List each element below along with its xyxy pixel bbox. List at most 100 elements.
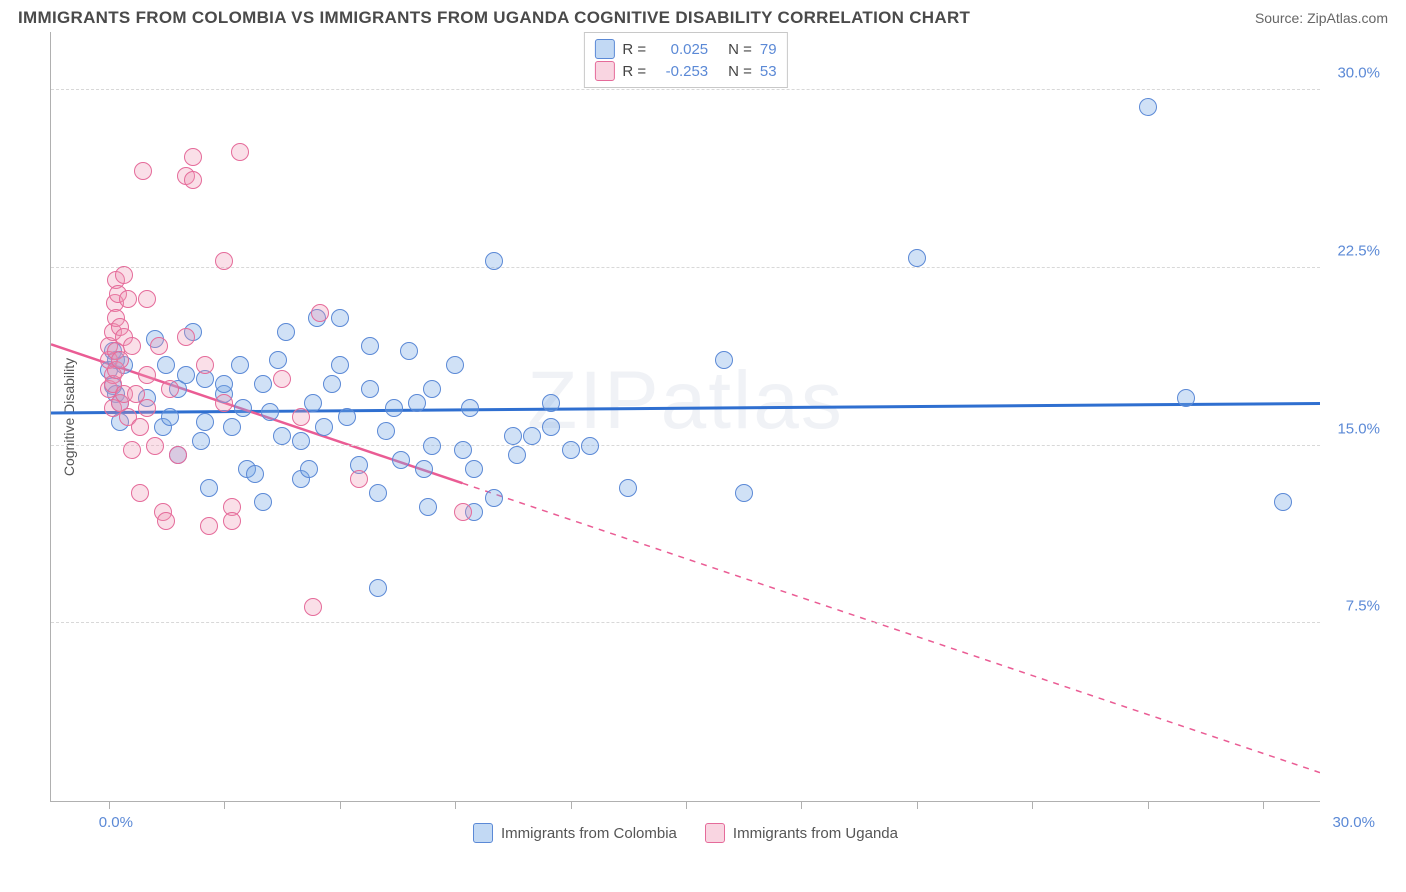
data-point — [446, 356, 464, 374]
data-point — [196, 356, 214, 374]
data-point — [115, 266, 133, 284]
series-legend-label: Immigrants from Colombia — [501, 825, 677, 842]
data-point — [908, 249, 926, 267]
legend-r-label: R = — [622, 63, 646, 80]
data-point — [400, 342, 418, 360]
data-point — [138, 290, 156, 308]
data-point — [715, 351, 733, 369]
data-point — [231, 356, 249, 374]
data-point — [508, 446, 526, 464]
page-title: IMMIGRANTS FROM COLOMBIA VS IMMIGRANTS F… — [18, 8, 970, 28]
legend-r-value: 0.025 — [654, 41, 708, 58]
data-point — [542, 418, 560, 436]
data-point — [331, 356, 349, 374]
legend-row: R =-0.253N =53 — [594, 61, 776, 81]
data-point — [131, 484, 149, 502]
data-point — [273, 370, 291, 388]
data-point — [419, 498, 437, 516]
gridline — [51, 445, 1320, 446]
x-tick — [1148, 801, 1149, 809]
data-point — [323, 375, 341, 393]
data-point — [131, 418, 149, 436]
x-tick — [224, 801, 225, 809]
y-tick-label: 7.5% — [1325, 598, 1380, 615]
data-point — [123, 441, 141, 459]
correlation-legend: R =0.025N =79R =-0.253N =53 — [583, 32, 787, 88]
data-point — [234, 399, 252, 417]
x-tick — [917, 801, 918, 809]
data-point — [1139, 98, 1157, 116]
data-point — [350, 470, 368, 488]
y-tick-label: 15.0% — [1325, 420, 1380, 437]
legend-swatch — [594, 39, 614, 59]
data-point — [150, 337, 168, 355]
data-point — [369, 579, 387, 597]
legend-n-label: N = — [728, 41, 752, 58]
series-legend-item: Immigrants from Colombia — [473, 823, 677, 843]
x-tick — [1263, 801, 1264, 809]
legend-r-label: R = — [622, 41, 646, 58]
data-point — [485, 252, 503, 270]
x-end-label: 30.0% — [1332, 814, 1375, 831]
data-point — [246, 465, 264, 483]
data-point — [454, 503, 472, 521]
data-point — [361, 380, 379, 398]
x-tick — [801, 801, 802, 809]
data-point — [231, 143, 249, 161]
x-tick — [571, 801, 572, 809]
data-point — [304, 598, 322, 616]
data-point — [184, 171, 202, 189]
data-point — [331, 309, 349, 327]
data-point — [485, 489, 503, 507]
data-point — [377, 422, 395, 440]
legend-swatch — [594, 61, 614, 81]
x-tick — [1032, 801, 1033, 809]
gridline — [51, 622, 1320, 623]
y-tick-label: 22.5% — [1325, 242, 1380, 259]
data-point — [562, 441, 580, 459]
data-point — [581, 437, 599, 455]
data-point — [465, 460, 483, 478]
data-point — [735, 484, 753, 502]
scatter-plot: ZIPatlas R =0.025N =79R =-0.253N =53 Imm… — [50, 32, 1320, 802]
data-point — [1177, 389, 1195, 407]
data-point — [261, 403, 279, 421]
data-point — [215, 375, 233, 393]
x-tick — [340, 801, 341, 809]
data-point — [292, 432, 310, 450]
x-tick — [109, 801, 110, 809]
legend-swatch — [473, 823, 493, 843]
data-point — [423, 437, 441, 455]
gridline — [51, 267, 1320, 268]
data-point — [157, 356, 175, 374]
data-point — [392, 451, 410, 469]
data-point — [385, 399, 403, 417]
data-point — [177, 328, 195, 346]
legend-n-label: N = — [728, 63, 752, 80]
x-tick — [686, 801, 687, 809]
data-point — [138, 399, 156, 417]
data-point — [254, 375, 272, 393]
data-point — [461, 399, 479, 417]
data-point — [300, 460, 318, 478]
data-point — [415, 460, 433, 478]
legend-n-value: 53 — [760, 63, 777, 80]
x-tick — [455, 801, 456, 809]
data-point — [223, 512, 241, 530]
data-point — [254, 493, 272, 511]
data-point — [423, 380, 441, 398]
data-point — [215, 252, 233, 270]
data-point — [311, 304, 329, 322]
data-point — [192, 432, 210, 450]
chart-container: Cognitive Disability ZIPatlas R =0.025N … — [18, 32, 1388, 802]
data-point — [315, 418, 333, 436]
data-point — [1274, 493, 1292, 511]
watermark: ZIPatlas — [527, 354, 844, 448]
data-point — [523, 427, 541, 445]
data-point — [196, 413, 214, 431]
y-tick-label: 30.0% — [1325, 65, 1380, 82]
series-legend: Immigrants from ColombiaImmigrants from … — [51, 823, 1320, 843]
data-point — [454, 441, 472, 459]
legend-n-value: 79 — [760, 41, 777, 58]
data-point — [119, 290, 137, 308]
